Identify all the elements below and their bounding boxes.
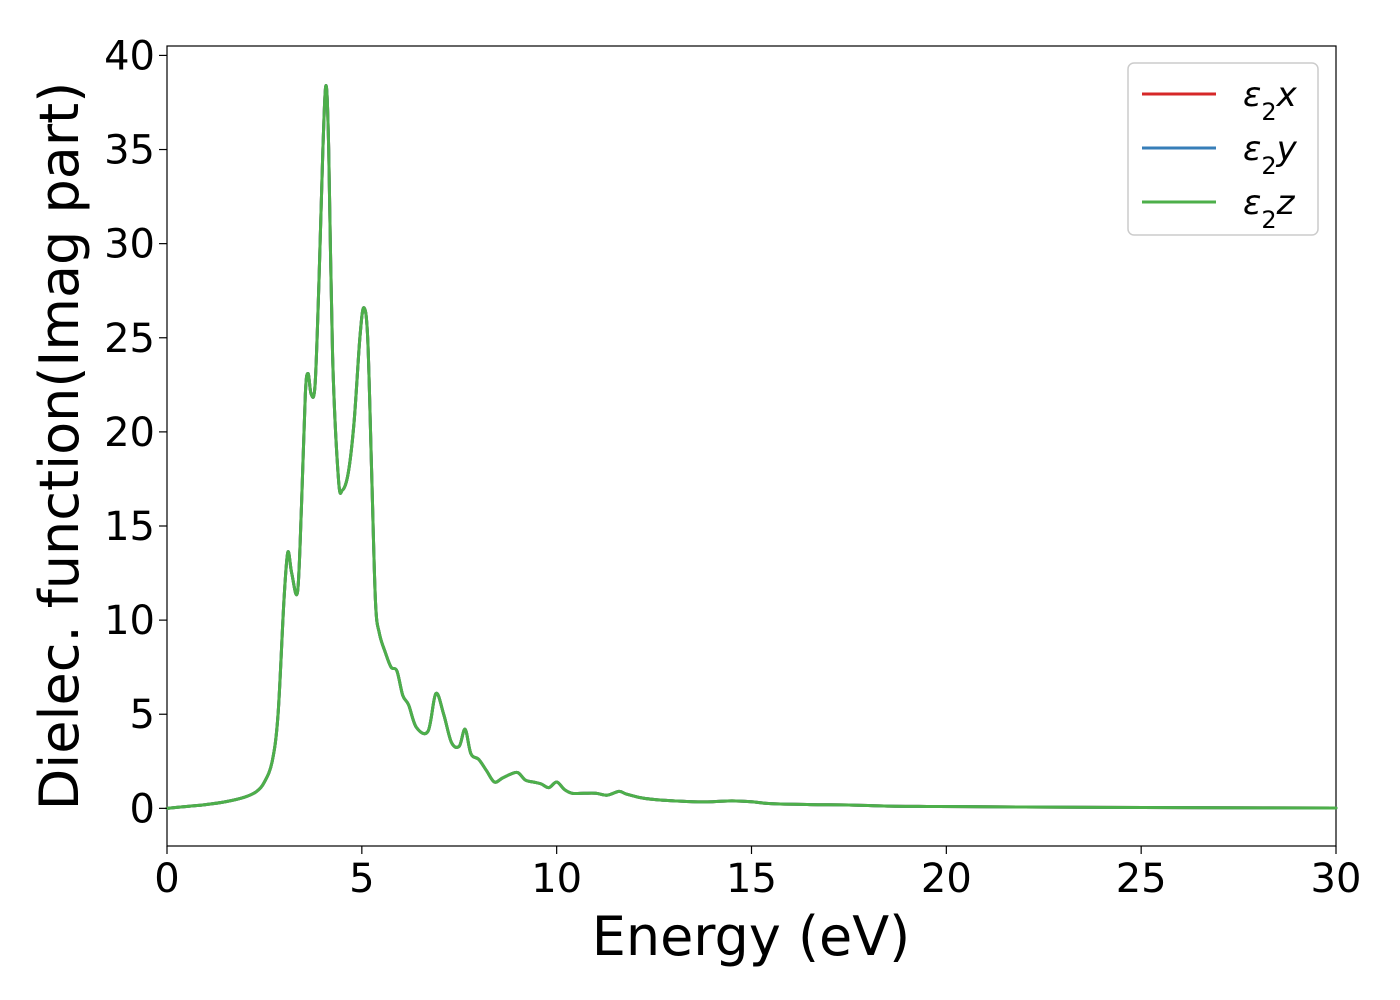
y-tick-label: 10: [104, 598, 155, 644]
y-tick-label: 40: [104, 33, 155, 79]
x-axis-ticks: 0 5 10 15 20 25 30: [154, 846, 1361, 902]
legend-subscript: 2: [1261, 98, 1276, 126]
legend-label-2: ε2y: [1243, 129, 1298, 180]
x-tick-label: 15: [726, 856, 777, 902]
legend-symbol: ε: [1243, 183, 1261, 223]
x-tick-label: 0: [154, 856, 179, 902]
x-tick-label: 25: [1116, 856, 1167, 902]
y-tick-label: 25: [104, 316, 155, 362]
x-tick-label: 30: [1311, 856, 1362, 902]
y-tick-label: 20: [104, 410, 155, 456]
x-tick-label: 10: [531, 856, 582, 902]
x-axis-title: Energy (eV): [592, 905, 911, 968]
plot-area: 0 5 10 15 20 25 30 0 5 10 15 20 25 30 35 40: [104, 33, 1361, 902]
legend-component: x: [1276, 75, 1298, 115]
y-axis-title: Dielec. function(Imag part): [28, 82, 91, 811]
legend-subscript: 2: [1261, 206, 1276, 234]
series-layer: [165, 84, 1338, 810]
x-tick-label: 5: [349, 856, 374, 902]
legend-component: z: [1276, 183, 1296, 223]
legend-label-1: ε2x: [1243, 75, 1298, 126]
y-tick-label: 35: [104, 128, 155, 174]
y-tick-label: 0: [130, 786, 155, 832]
legend-symbol: ε: [1243, 129, 1261, 169]
y-tick-label: 15: [104, 504, 155, 550]
legend-box: [1127, 62, 1319, 236]
legend-symbol: ε: [1243, 75, 1261, 115]
y-axis-ticks: 0 5 10 15 20 25 30 35 40: [104, 33, 167, 832]
y-tick-label: 5: [130, 692, 155, 738]
x-tick-label: 20: [921, 856, 972, 902]
legend-subscript: 2: [1261, 152, 1276, 180]
legend-label-3: ε2z: [1243, 183, 1296, 234]
y-tick-label: 30: [104, 222, 155, 268]
legend-component: y: [1276, 129, 1298, 169]
series-line-3: [165, 84, 1338, 810]
